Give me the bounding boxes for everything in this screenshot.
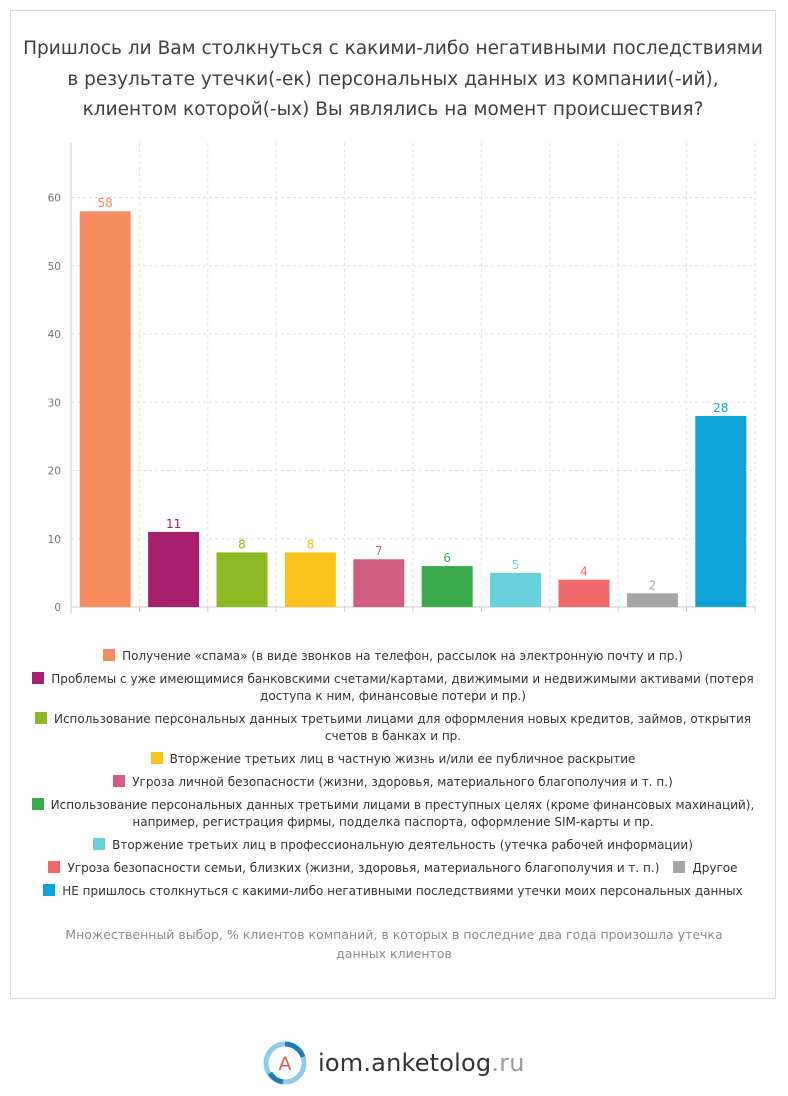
legend-item[interactable]: Угроза личной безопасности (жизни, здоро…	[113, 775, 673, 789]
bar-chart: 0 10 20 30 40 50 60 58 11 8 8 7 6 5 4 2 28	[48, 143, 756, 614]
y-tick-label: 30	[48, 397, 61, 409]
bar-10	[695, 415, 747, 607]
anketolog-logo-icon: A	[263, 1041, 307, 1085]
y-tick-label: 20	[48, 466, 61, 478]
legend-label: Вторжение третьих лиц в профессиональную…	[112, 838, 693, 852]
legend-row: Вторжение третьих лиц в профессиональную…	[30, 837, 756, 854]
legend-item[interactable]: Угроза безопасности семьи, близких (жизн…	[48, 861, 659, 875]
brand-name: iom.anketolog.ru	[318, 1049, 525, 1077]
legend-label: Другое	[692, 861, 738, 875]
bar-2	[148, 531, 200, 607]
legend-row: Получение «спама» (в виде звонков на тел…	[30, 648, 756, 665]
logo-letter: A	[279, 1053, 292, 1075]
legend-item[interactable]: Использование персональных данных третьи…	[31, 798, 755, 829]
legend-swatch	[113, 775, 126, 787]
legend-label: Использование персональных данных третьи…	[53, 712, 752, 743]
legend-swatch	[32, 672, 45, 684]
legend-swatch	[34, 712, 47, 724]
bar-value-label-7: 5	[512, 558, 520, 572]
bar-6	[421, 566, 473, 607]
y-tick-label: 50	[48, 261, 61, 273]
legend-row: Угроза личной безопасности (жизни, здоро…	[30, 774, 756, 791]
y-tick-label: 10	[48, 534, 61, 546]
bar-4	[284, 552, 336, 607]
legend-label: Вторжение третьих лиц в частную жизнь и/…	[169, 752, 636, 766]
bar-value-label-9: 2	[649, 578, 657, 592]
chart-card	[10, 10, 776, 999]
legend-swatch	[150, 752, 163, 764]
chart-legend: Получение «спама» (в виде звонков на тел…	[30, 648, 756, 906]
legend-label: Использование персональных данных третьи…	[50, 798, 755, 829]
legend-swatch	[48, 861, 61, 873]
chart-title: Пришлось ли Вам столкнуться с какими-либ…	[23, 38, 763, 120]
y-tick-label: 60	[48, 193, 61, 205]
legend-row: Использование персональных данных третьи…	[30, 711, 756, 745]
legend-row: НЕ пришлось столкнуться с какими-либо не…	[30, 883, 756, 900]
bar-value-label-2: 11	[166, 517, 181, 531]
bar-value-label-1: 58	[98, 196, 113, 210]
brand-tld: .ru	[491, 1049, 525, 1077]
legend-label: Угроза личной безопасности (жизни, здоро…	[132, 775, 673, 789]
bar-5	[353, 559, 405, 607]
bar-value-label-10: 28	[713, 401, 728, 415]
legend-label: Проблемы с уже имеющимися банковскими сч…	[51, 672, 754, 703]
y-tick-label: 40	[48, 329, 61, 341]
bar-9	[626, 593, 678, 607]
bar-3	[216, 552, 268, 607]
legend-swatch	[31, 798, 44, 810]
brand[interactable]: A iom.anketolog.ru	[262, 1040, 525, 1086]
legend-item[interactable]: Использование персональных данных третьи…	[34, 712, 752, 743]
y-tick-label: 0	[54, 602, 61, 614]
bar-value-label-4: 8	[307, 537, 315, 551]
bar-8	[558, 579, 610, 607]
bar-1	[79, 211, 131, 607]
legend-swatch	[103, 649, 116, 661]
legend-item[interactable]: Получение «спама» (в виде звонков на тел…	[103, 649, 683, 663]
legend-item[interactable]: Вторжение третьих лиц в частную жизнь и/…	[150, 752, 636, 766]
legend-item[interactable]: НЕ пришлось столкнуться с какими-либо не…	[43, 884, 743, 898]
brand-domain: iom.anketolog	[318, 1049, 492, 1077]
legend-label: Получение «спама» (в виде звонков на тел…	[122, 649, 683, 663]
legend-label: НЕ пришлось столкнуться с какими-либо не…	[62, 884, 743, 898]
legend-item[interactable]: Проблемы с уже имеющимися банковскими сч…	[32, 672, 754, 703]
bar-value-label-5: 7	[375, 544, 383, 558]
bar-7	[490, 572, 542, 607]
bar-value-label-6: 6	[443, 551, 451, 565]
bar-value-label-3: 8	[238, 537, 246, 551]
legend-item[interactable]: Вторжение третьих лиц в профессиональную…	[93, 838, 693, 852]
legend-row: Использование персональных данных третьи…	[30, 797, 756, 831]
bar-value-label-8: 4	[580, 565, 588, 579]
legend-swatch	[43, 884, 56, 896]
legend-row: Проблемы с уже имеющимися банковскими сч…	[30, 671, 756, 705]
legend-row: Вторжение третьих лиц в частную жизнь и/…	[30, 751, 756, 768]
legend-label: Угроза безопасности семьи, близких (жизн…	[67, 861, 660, 875]
chart-footnote: Множественный выбор, % клиентов компаний…	[65, 927, 723, 961]
legend-row: Угроза безопасности семьи, близких (жизн…	[30, 860, 756, 877]
legend-swatch	[93, 838, 106, 850]
legend-swatch	[673, 861, 686, 873]
legend-item[interactable]: Другое	[673, 861, 738, 875]
